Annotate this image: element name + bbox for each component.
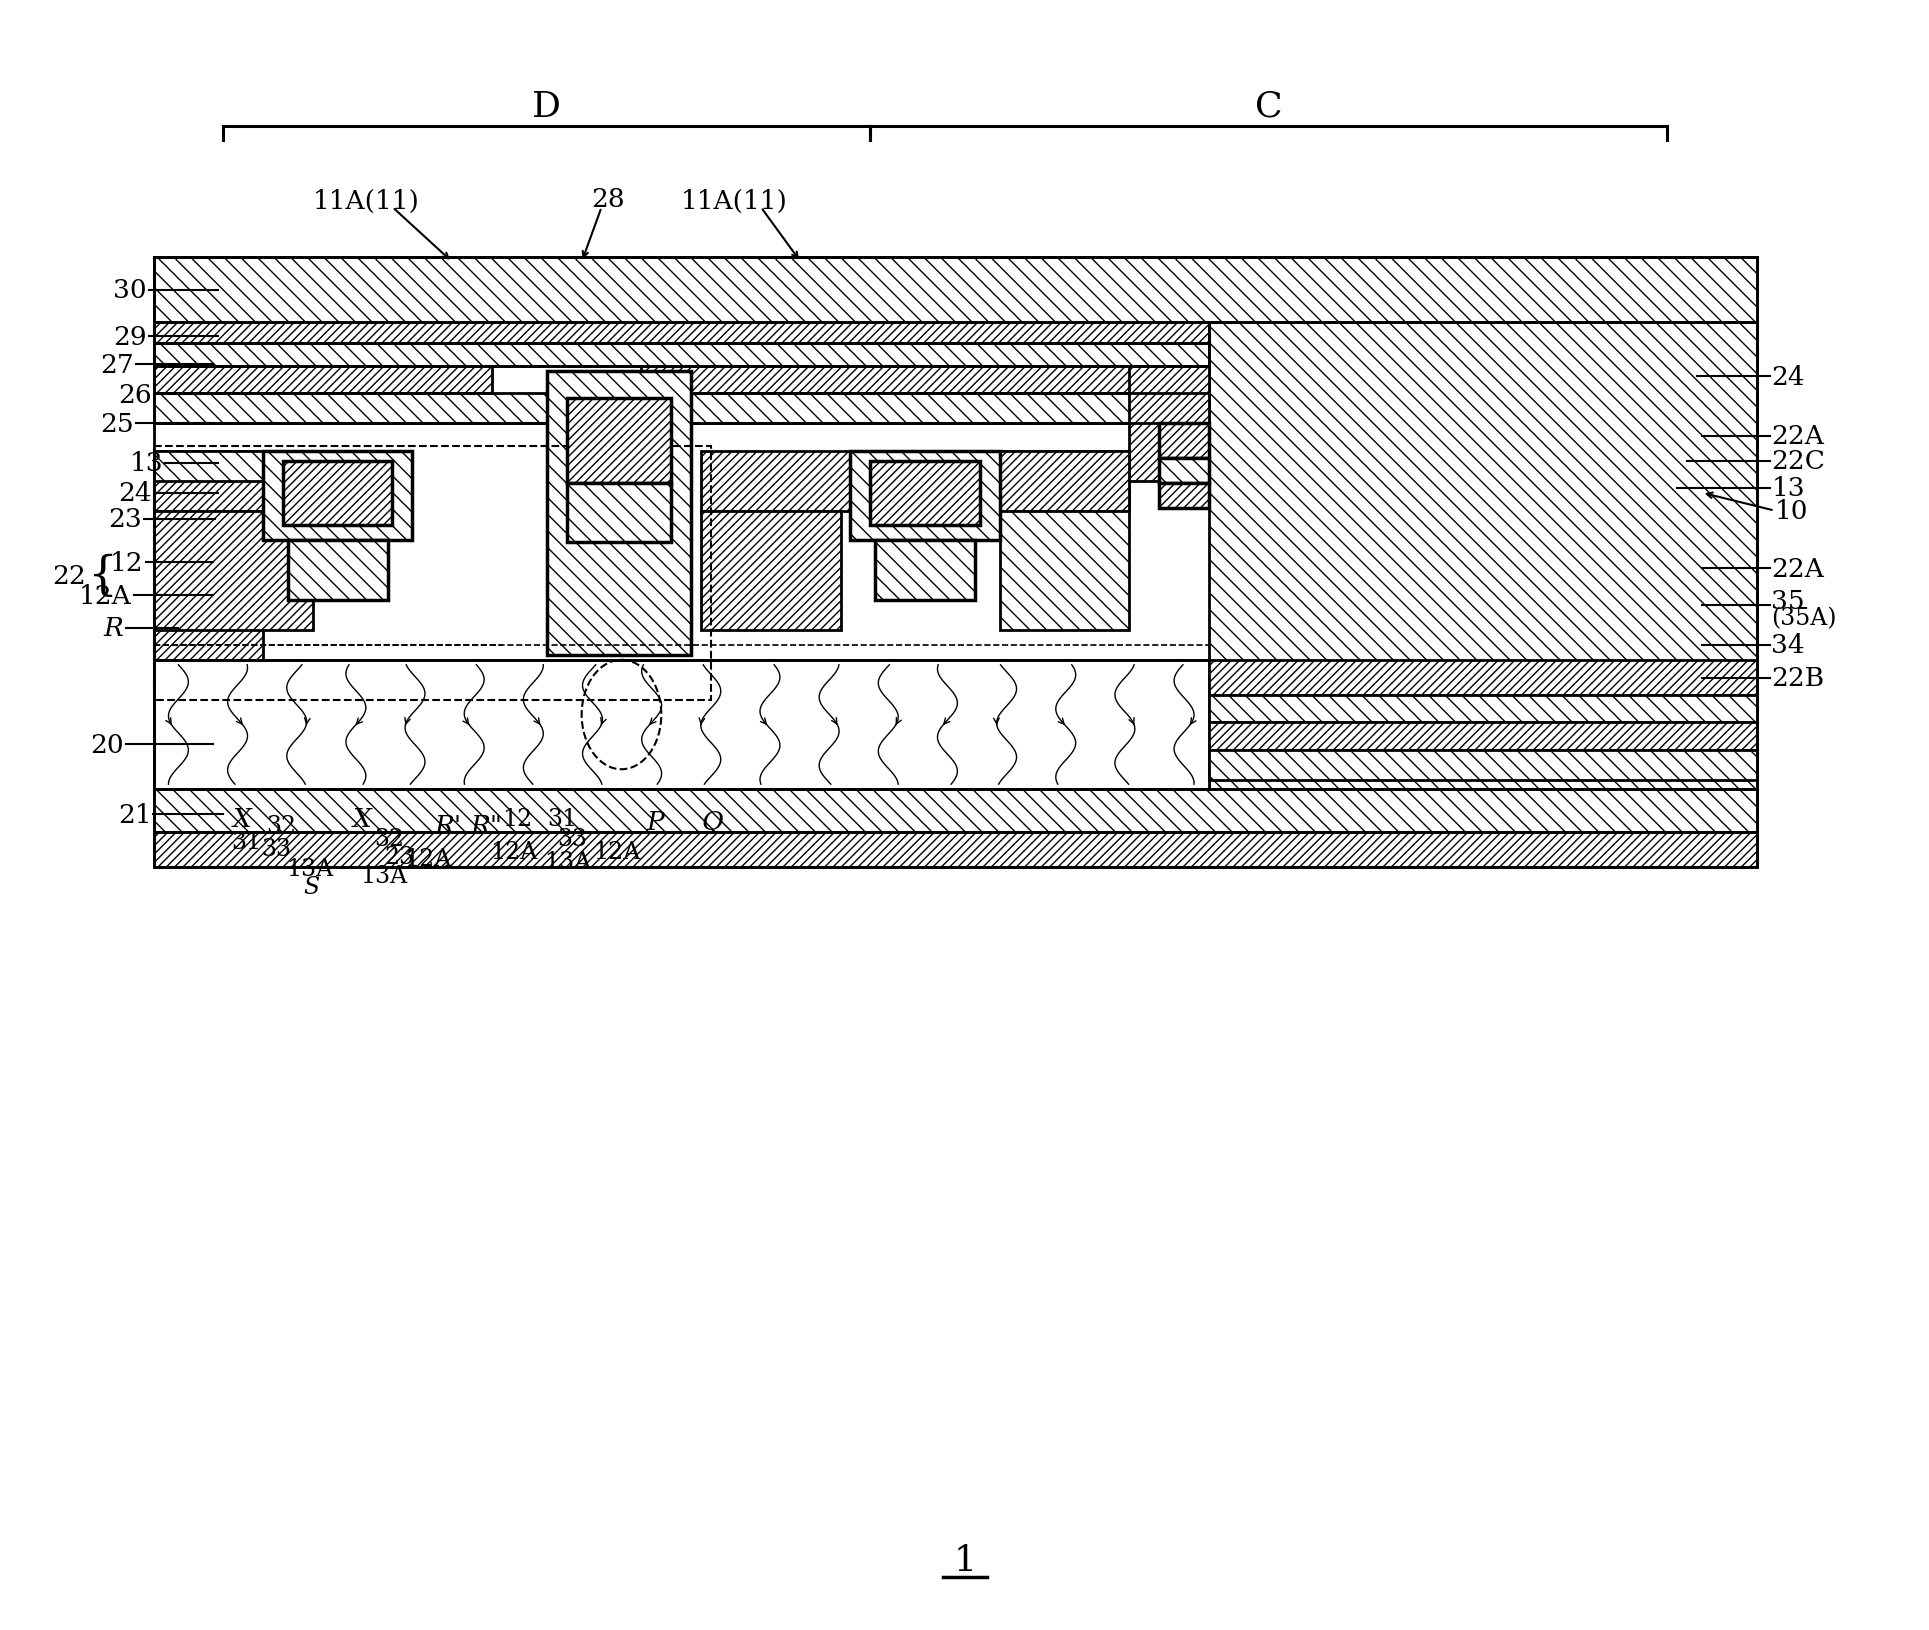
Bar (642, 367, 1209, 394)
Bar (154, 452, 262, 481)
Bar (1159, 484, 1209, 509)
Text: 12A: 12A (79, 584, 131, 608)
Text: 32: 32 (374, 828, 405, 851)
Text: R": R" (471, 813, 502, 839)
Text: 22A: 22A (1771, 556, 1825, 582)
Text: R': R' (434, 813, 461, 839)
Bar (154, 660, 1209, 789)
Text: 28: 28 (592, 186, 625, 212)
Text: 24: 24 (118, 481, 152, 505)
Bar (700, 512, 841, 631)
Text: 20: 20 (91, 732, 123, 758)
Bar (1209, 751, 1757, 781)
Text: 13: 13 (1771, 476, 1806, 500)
Text: 13: 13 (129, 452, 164, 476)
Bar (154, 344, 1209, 367)
Text: 21: 21 (118, 802, 152, 826)
Bar (1159, 458, 1209, 484)
Text: 23: 23 (384, 846, 415, 869)
Text: 35: 35 (1771, 588, 1806, 613)
Bar (154, 481, 262, 680)
Text: 12A: 12A (594, 841, 640, 864)
Text: 25: 25 (100, 411, 133, 437)
Text: 34: 34 (1771, 632, 1806, 659)
Text: 26: 26 (118, 383, 152, 408)
Text: 12: 12 (110, 551, 143, 575)
Text: 31: 31 (231, 831, 260, 854)
Text: 33: 33 (557, 828, 586, 851)
Bar (1209, 694, 1757, 724)
Text: 33: 33 (260, 838, 291, 861)
Bar (700, 452, 1128, 512)
Bar (1209, 724, 1757, 751)
Bar (1128, 367, 1209, 481)
Text: 22A: 22A (1771, 424, 1825, 450)
Bar (154, 323, 1209, 344)
Text: 32: 32 (266, 815, 297, 838)
Bar (154, 512, 312, 631)
Text: 13A: 13A (285, 857, 334, 880)
Text: 22C: 22C (1771, 448, 1825, 474)
Bar (154, 394, 1209, 424)
Text: 13A: 13A (361, 864, 407, 888)
Text: C: C (1256, 90, 1283, 124)
Text: S: S (303, 875, 318, 898)
Bar (567, 484, 671, 543)
Bar (1159, 424, 1209, 458)
Text: R: R (104, 616, 123, 641)
Text: 1: 1 (953, 1544, 976, 1578)
Bar (154, 789, 1757, 833)
Text: 12: 12 (502, 808, 532, 831)
Text: 13A: 13A (544, 851, 590, 874)
Text: D: D (532, 90, 561, 124)
Bar (870, 461, 980, 526)
Bar (154, 833, 1757, 867)
Bar (154, 258, 1757, 323)
Text: 22: 22 (52, 564, 85, 588)
Text: P: P (646, 810, 664, 835)
Bar (851, 452, 999, 541)
Text: 31: 31 (546, 808, 577, 831)
Bar (284, 461, 392, 526)
Text: Q: Q (700, 810, 723, 835)
Text: 11A(11): 11A(11) (312, 189, 421, 214)
Text: 12A: 12A (405, 848, 451, 870)
Bar (154, 447, 712, 701)
Text: 29: 29 (114, 324, 147, 350)
Text: 11A(11): 11A(11) (681, 189, 789, 214)
Text: {: { (87, 553, 118, 598)
Bar (154, 452, 312, 512)
Text: 27: 27 (100, 352, 133, 378)
Text: X: X (233, 807, 253, 831)
Bar (999, 452, 1128, 512)
Text: 30: 30 (114, 279, 147, 303)
Bar (546, 372, 691, 655)
Text: 12A: 12A (490, 841, 538, 864)
Text: (35A): (35A) (1771, 606, 1836, 631)
Bar (567, 399, 671, 484)
Bar (262, 452, 413, 541)
Bar (1209, 660, 1757, 694)
Text: X: X (353, 807, 372, 831)
Bar (876, 541, 974, 601)
Text: 24: 24 (1771, 365, 1806, 390)
Bar (287, 541, 388, 601)
Text: 10: 10 (1775, 499, 1807, 523)
Bar (1209, 323, 1757, 789)
Bar (154, 367, 492, 394)
Bar (999, 512, 1128, 631)
Text: 22B: 22B (1771, 665, 1825, 691)
Text: 23: 23 (108, 507, 141, 531)
